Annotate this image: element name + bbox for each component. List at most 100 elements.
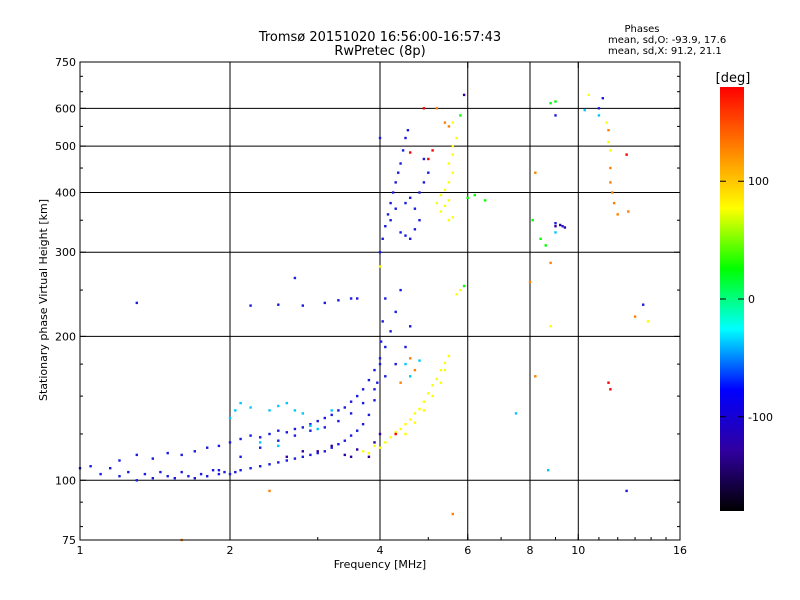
data-point (609, 149, 612, 152)
data-point (384, 441, 387, 444)
data-point (316, 419, 319, 423)
data-point (206, 446, 209, 449)
data-point (394, 207, 397, 210)
data-point (361, 401, 365, 405)
data-point (607, 381, 610, 384)
data-point (394, 310, 397, 314)
y-tick-label: 200 (55, 330, 76, 343)
data-point (301, 412, 304, 415)
data-point (422, 181, 426, 184)
data-point (378, 432, 382, 436)
data-point (151, 457, 154, 460)
data-point (459, 114, 462, 117)
data-point (316, 451, 319, 455)
data-point (404, 345, 407, 349)
data-point (349, 400, 353, 403)
data-point (627, 210, 630, 213)
stats-line-o: mean, sd,O: -93.9, 17.6 (608, 35, 726, 46)
x-tick-label: 6 (464, 544, 471, 557)
data-point (447, 219, 451, 222)
data-point (384, 345, 387, 349)
data-point (378, 265, 382, 268)
data-point (554, 114, 557, 117)
data-point (451, 512, 454, 516)
data-point (409, 375, 412, 378)
data-point (439, 381, 443, 384)
y-tick-label: 300 (55, 246, 76, 259)
data-point (376, 381, 379, 384)
data-point (211, 469, 215, 472)
data-point (583, 108, 586, 112)
data-point (409, 237, 412, 240)
data-point (293, 427, 297, 431)
data-point (528, 280, 532, 284)
data-point (143, 472, 147, 476)
data-point (193, 477, 196, 480)
data-point (391, 191, 395, 194)
data-point (404, 234, 407, 237)
data-point (259, 441, 262, 444)
data-point (547, 469, 550, 472)
data-point (563, 226, 567, 229)
data-point (554, 222, 557, 225)
data-point (361, 388, 365, 391)
data-point (239, 401, 242, 405)
data-point (166, 475, 169, 478)
x-tick-label: 16 (673, 544, 687, 557)
data-point (534, 375, 537, 378)
data-point (597, 107, 601, 110)
data-point (394, 432, 397, 436)
data-point (607, 129, 610, 132)
data-point (422, 107, 426, 110)
data-point (285, 455, 288, 458)
data-point (389, 201, 392, 205)
data-point (418, 407, 421, 411)
data-point (337, 409, 340, 412)
data-point (451, 171, 454, 174)
data-point (601, 97, 604, 100)
data-point (166, 451, 169, 455)
data-point (301, 455, 304, 458)
data-point (404, 423, 407, 426)
data-point (356, 429, 359, 432)
data-point (349, 412, 353, 415)
data-point (609, 181, 612, 184)
data-point (439, 193, 443, 197)
data-point (466, 196, 469, 199)
data-point (443, 188, 447, 192)
data-point (413, 368, 417, 372)
colorbar-tick-label: 0 (748, 293, 755, 306)
data-point (159, 470, 162, 474)
data-point (397, 171, 400, 174)
data-point (316, 450, 319, 453)
data-point (447, 125, 451, 128)
data-point (642, 303, 645, 306)
data-point (373, 399, 376, 402)
data-point (554, 225, 557, 228)
data-point (89, 465, 92, 468)
x-tick-label: 8 (527, 544, 534, 557)
data-point (239, 437, 242, 441)
data-point (462, 284, 466, 288)
data-point (228, 416, 232, 420)
data-point (531, 219, 534, 222)
data-point (384, 375, 387, 378)
data-point (427, 392, 430, 395)
data-point (394, 362, 397, 366)
data-point (605, 121, 608, 124)
data-point (447, 354, 451, 358)
data-point (323, 301, 326, 305)
data-point (435, 107, 438, 110)
data-point (217, 469, 221, 472)
data-point (135, 301, 138, 305)
data-point (549, 325, 552, 328)
data-point (259, 436, 262, 439)
data-point (199, 472, 203, 476)
data-point (249, 434, 252, 437)
data-point (323, 450, 326, 453)
data-point (259, 446, 262, 449)
data-point (451, 145, 454, 148)
data-point (378, 446, 382, 449)
data-point (455, 136, 458, 140)
data-point (384, 225, 387, 228)
